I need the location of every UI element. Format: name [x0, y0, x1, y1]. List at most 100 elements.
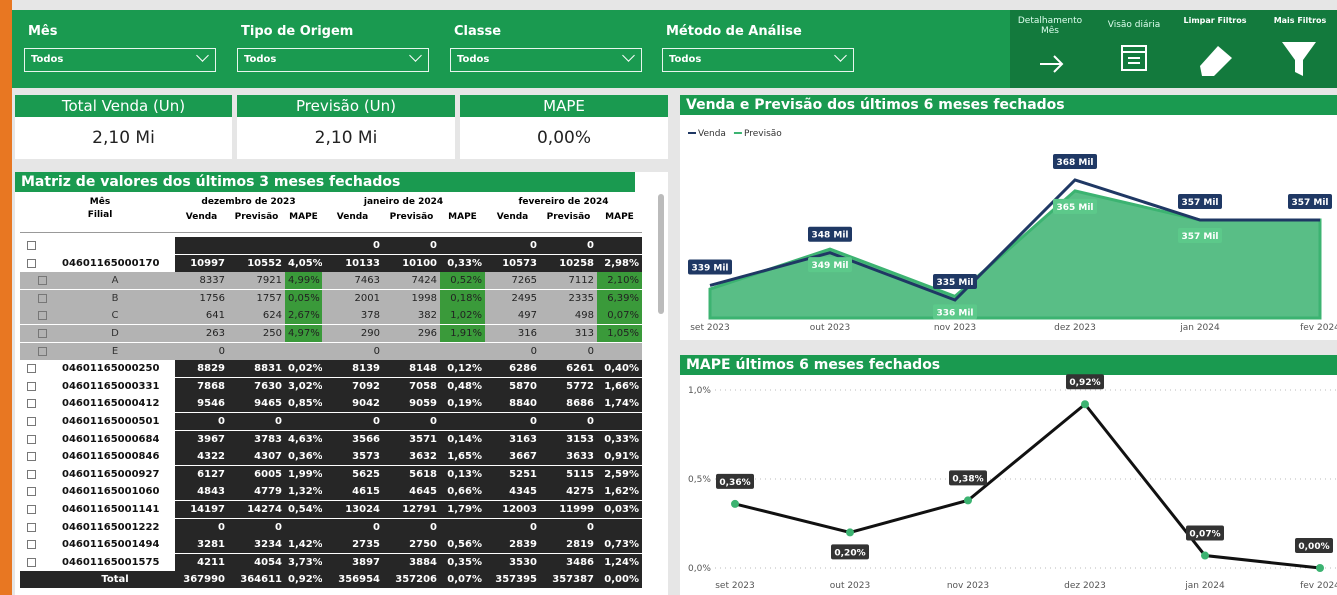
matrix-cell: 357395	[485, 571, 540, 589]
button-label[interactable]: Visão diária	[1107, 20, 1161, 30]
matrix-cell: 2,59%	[597, 465, 642, 483]
matrix-cell: 0,92%	[285, 571, 322, 589]
matrix-cell: 2335	[540, 289, 597, 307]
row-name: 04601165000501	[62, 416, 160, 427]
matrix-cell: 0,03%	[597, 501, 642, 518]
matrix-cell: 0	[322, 413, 383, 430]
expand-icon[interactable]	[27, 557, 36, 567]
row-name: 04601165000250	[62, 363, 160, 375]
dropdown[interactable]: Todos	[237, 48, 429, 72]
x-tick-label: nov 2023	[947, 581, 989, 591]
matrix-cell	[440, 413, 485, 430]
expand-icon[interactable]	[27, 505, 36, 514]
matrix-title: Matriz de valores dos últimos 3 meses fe…	[15, 172, 635, 192]
matrix-cell: 0	[485, 413, 540, 430]
value-label: 0,36%	[719, 478, 750, 488]
measure-header: MAPE	[605, 212, 634, 222]
matrix-cell: 1,32%	[285, 483, 322, 501]
x-tick-label: dez 2023	[1054, 323, 1096, 333]
label-box	[808, 257, 852, 273]
expand-icon[interactable]	[27, 381, 36, 391]
expand-icon[interactable]	[27, 417, 36, 426]
matrix-cell: 0,07%	[440, 571, 485, 589]
expand-icon[interactable]	[38, 293, 47, 303]
matrix-cell: 3163	[485, 430, 540, 448]
matrix-cell: 1,42%	[285, 536, 322, 554]
label-box	[1186, 525, 1224, 541]
card-title: Total Venda (Un)	[15, 95, 232, 117]
row-bg	[20, 448, 175, 466]
dropdown[interactable]: Todos	[662, 48, 854, 72]
expand-icon[interactable]	[27, 452, 36, 462]
expand-icon[interactable]	[27, 258, 36, 268]
value-label: 0,38%	[952, 474, 983, 484]
value-label: 365 Mil	[1056, 203, 1093, 213]
matrix-cell: 250	[228, 325, 285, 342]
matrix-cell: 0,19%	[440, 395, 485, 413]
matrix-cell: 7092	[322, 377, 383, 395]
label-box	[688, 259, 732, 275]
matrix-cell: 0,33%	[597, 430, 642, 448]
measure-header: Previsão	[546, 212, 591, 222]
value-label: 348 Mil	[811, 231, 848, 241]
month-header: janeiro de 2024	[363, 197, 444, 207]
expand-icon[interactable]	[38, 276, 47, 286]
y-tick-label: 0,5%	[688, 475, 711, 485]
matrix-cell: 2735	[322, 536, 383, 554]
button-label[interactable]: Mais Filtros	[1273, 16, 1327, 25]
expand-icon[interactable]	[27, 434, 36, 444]
expand-icon[interactable]	[27, 241, 36, 250]
matrix-cell: 364611	[228, 571, 285, 589]
value-label: 0,00%	[1298, 542, 1329, 552]
expand-icon[interactable]	[38, 329, 47, 338]
expand-icon[interactable]	[27, 364, 36, 374]
matrix-cell: 0,14%	[440, 430, 485, 448]
matrix-cell: 3667	[485, 448, 540, 466]
matrix-cell: 357387	[540, 571, 597, 589]
row-bg	[20, 571, 175, 589]
matrix-cell: 316	[485, 325, 540, 342]
y-tick-label: 1,0%	[688, 386, 711, 396]
matrix-cell: 3486	[540, 553, 597, 571]
row-name: 04601165000927	[62, 468, 160, 480]
expand-icon[interactable]	[27, 487, 36, 497]
expand-icon[interactable]	[27, 540, 36, 550]
expand-icon[interactable]	[27, 522, 36, 532]
x-tick-label: set 2023	[715, 581, 755, 591]
matrix-cell: 3,73%	[285, 553, 322, 571]
filter-label: Método de Análise	[666, 24, 802, 39]
button-label[interactable]: Limpar Filtros	[1183, 16, 1247, 25]
row-bg	[20, 501, 175, 518]
calendar-lines	[1122, 51, 1146, 64]
expand-icon[interactable]	[38, 346, 47, 356]
matrix-cell: 8831	[228, 360, 285, 378]
matrix-cell: 624	[228, 307, 285, 325]
scrollbar[interactable]	[658, 194, 664, 314]
expand-icon[interactable]	[38, 311, 47, 321]
filter-label: Classe	[454, 24, 502, 39]
button-label[interactable]: Detalhamento Mês	[1017, 16, 1083, 36]
label-box	[808, 226, 852, 242]
expand-icon[interactable]	[27, 469, 36, 479]
matrix-cell: 12791	[383, 501, 440, 518]
matrix-cell: 4275	[540, 483, 597, 501]
matrix-cell: 4,05%	[285, 254, 322, 272]
matrix-cell	[285, 518, 322, 536]
expand-icon[interactable]	[27, 399, 36, 409]
arrow-icon	[1040, 55, 1064, 73]
matrix-cell: 0	[540, 413, 597, 430]
dropdown[interactable]: Todos	[24, 48, 216, 72]
marker	[731, 499, 739, 508]
dropdown[interactable]: Todos	[450, 48, 642, 72]
matrix-cell: 3783	[228, 430, 285, 448]
matrix-cell: 0,05%	[285, 289, 322, 307]
matrix-cell: 313	[540, 325, 597, 342]
matrix-cell: 14274	[228, 501, 285, 518]
matrix-cell	[597, 237, 642, 254]
matrix-cell: 0	[383, 518, 440, 536]
row-name: 04601165001494	[62, 539, 160, 551]
matrix-cell: 0	[540, 237, 597, 254]
matrix-cell: 12003	[485, 501, 540, 518]
filter-bar	[12, 10, 1337, 88]
matrix-cell: 10552	[228, 254, 285, 272]
